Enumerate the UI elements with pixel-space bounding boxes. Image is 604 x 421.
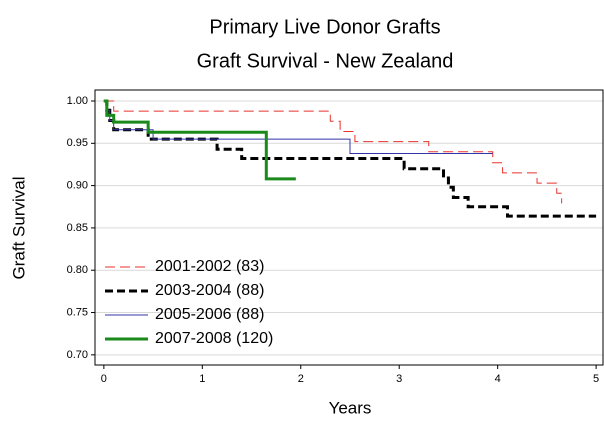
y-tick-label: 1.00: [67, 95, 88, 107]
legend-label: 2005-2006 (88): [155, 306, 264, 323]
y-tick-label: 0.80: [67, 264, 88, 276]
plot-frame: [94, 89, 604, 366]
legend-label: 2007-2008 (120): [155, 330, 273, 347]
y-tick-label: 0.90: [67, 180, 88, 192]
x-tick-label: 4: [495, 373, 501, 385]
chart-title: Primary Live Donor Grafts: [209, 16, 440, 38]
survival-line: [103, 100, 493, 154]
x-tick-label: 2: [298, 373, 304, 385]
survival-line: [103, 99, 296, 181]
legend-label: 2003-2004 (88): [155, 282, 264, 299]
y-tick-label: 0.75: [67, 306, 88, 318]
y-tick-label: 0.70: [67, 349, 88, 361]
x-tick-label: 3: [396, 373, 402, 385]
y-axis-label: Graft Survival: [9, 177, 28, 280]
x-axis-label: Years: [329, 398, 372, 417]
survival-line: [103, 100, 563, 204]
x-tick-label: 5: [593, 373, 599, 385]
x-tick-label: 0: [101, 373, 107, 385]
y-tick-label: 0.85: [67, 222, 88, 234]
legend-label: 2001-2002 (83): [155, 258, 264, 275]
x-tick-label: 1: [199, 373, 205, 385]
chart-subtitle: Graft Survival - New Zealand: [197, 50, 454, 72]
survival-line: [103, 99, 597, 218]
y-tick-label: 0.95: [67, 137, 88, 149]
